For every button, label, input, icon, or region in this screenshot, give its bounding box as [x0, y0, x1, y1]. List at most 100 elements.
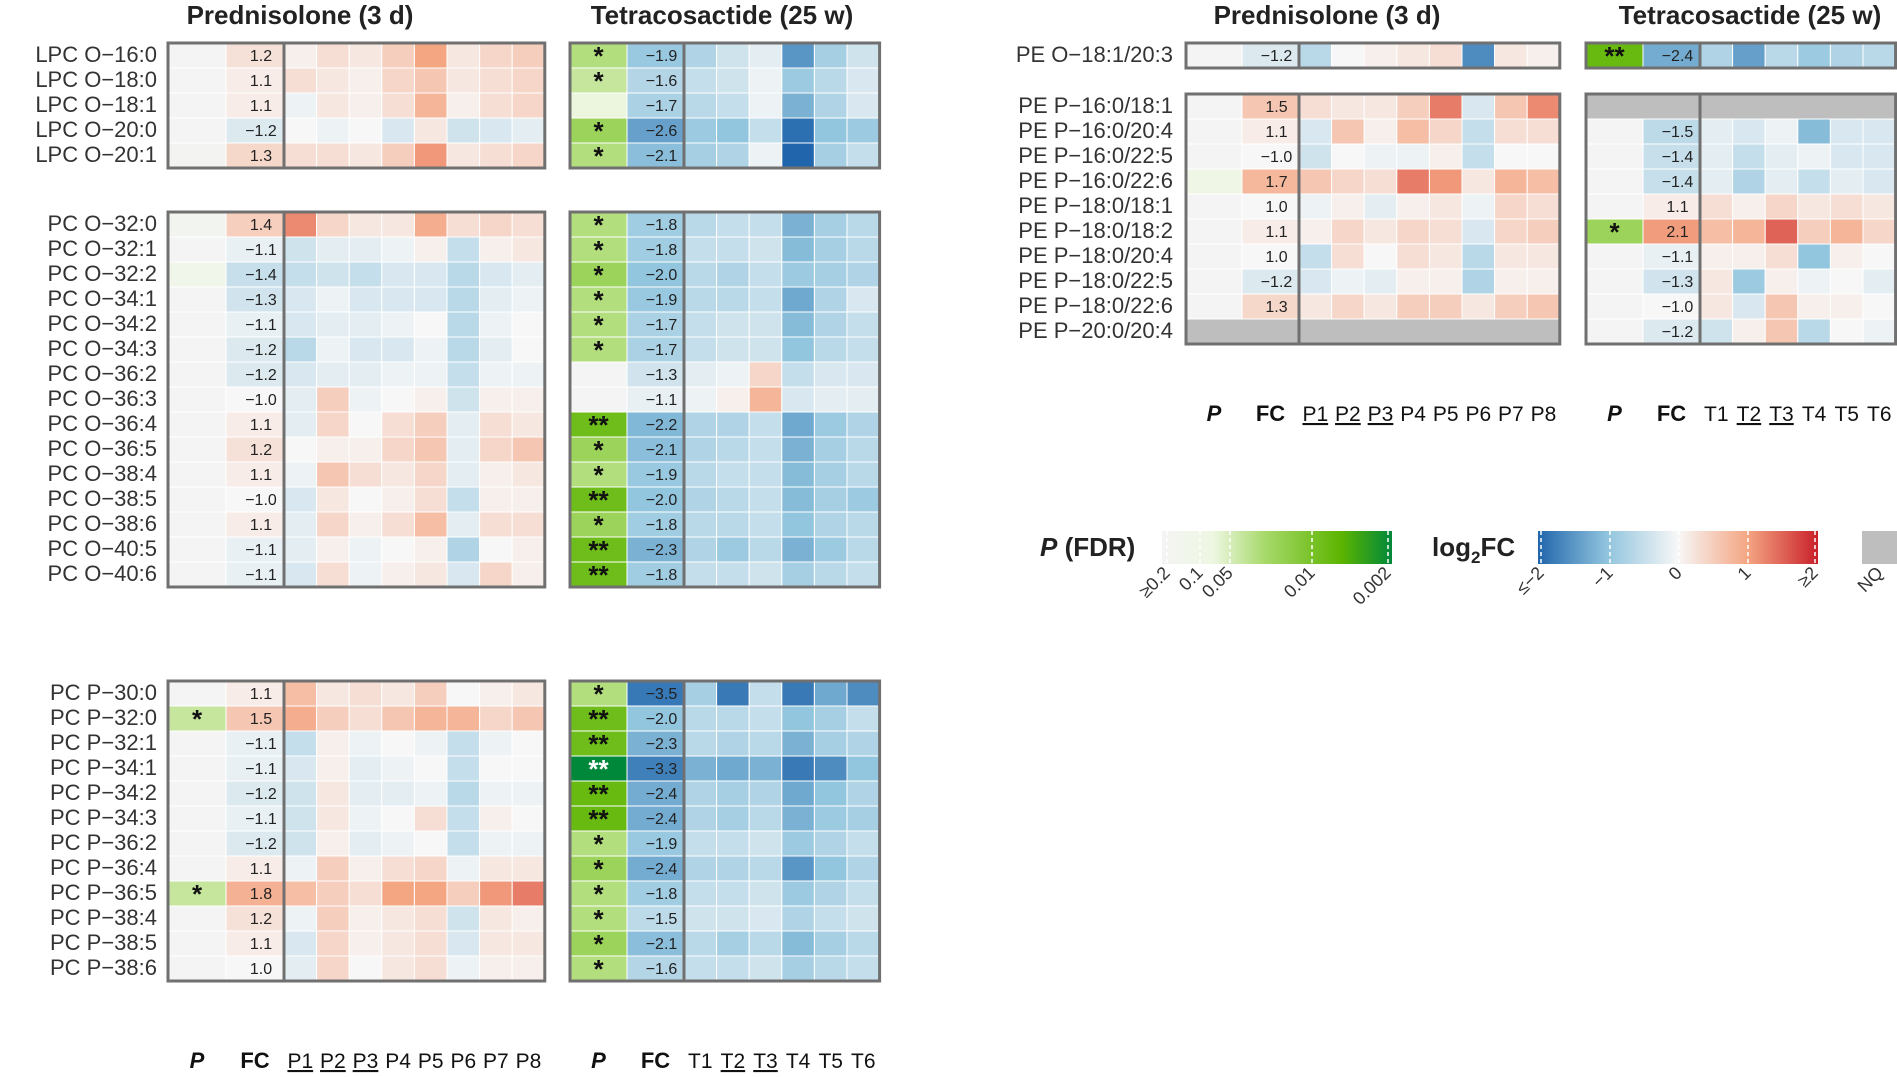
row-2-1-pred-sig: * [192, 704, 203, 734]
row-2-5-pred-sample-7 [479, 805, 513, 832]
row-2-2-tet-sample-1 [683, 730, 718, 757]
block-0-pred-border [166, 41, 547, 170]
row-2-2-pred-sample-3 [348, 730, 383, 757]
row-1-8-pred-sample-2 [316, 411, 350, 438]
row-1-2-pred-p-cell [167, 261, 227, 288]
legend-p-tick-label-3: 0.01 [1280, 563, 1319, 602]
block-1-tet-border [568, 210, 882, 589]
row-3-0-tet-sig: ** [1604, 41, 1625, 71]
row-2-2-tet-p-cell [569, 730, 628, 757]
row-4-1-pred-sample-4 [1396, 118, 1430, 145]
row-4-1-pred-sample-6 [1461, 118, 1496, 145]
row-0-0-pred-sample-3 [348, 42, 383, 69]
row-1-14-tet-sample-2 [716, 561, 750, 588]
row-4-8-tet-sample-4 [1797, 293, 1831, 320]
row-2-2-pred-p-cell [167, 730, 227, 757]
row-2-11-tet-sample-6 [846, 955, 881, 982]
row-1-2-tet-sample-1 [683, 261, 718, 288]
row-4-6-pred-sample-2 [1331, 243, 1365, 270]
row-1-2-pred-sample-7 [479, 261, 513, 288]
row-2-0-pred-fc-label: 1.1 [250, 686, 272, 703]
row-1-1-label: PC O−32:1 [48, 236, 157, 261]
row-4-2-pred-p-cell [1185, 143, 1243, 170]
row-2-7-pred-sample-8 [511, 855, 546, 882]
row-4-6-tet-sample-1 [1699, 243, 1734, 270]
row-2-1-label: PC P−32:0 [50, 705, 157, 730]
row-2-5-pred-sample-2 [316, 805, 350, 832]
row-2-8-pred-sample-5 [413, 880, 448, 907]
row-1-5-tet-fc-label: −1.7 [646, 342, 678, 359]
row-4-7-tet-sample-6 [1862, 268, 1897, 295]
row-2-10-tet-sample-6 [846, 930, 881, 957]
row-2-10-label: PC P−38:5 [50, 930, 157, 955]
row-1-5-tet-sample-6 [846, 336, 881, 363]
row-4-1-pred-fc-cell [1241, 118, 1300, 145]
row-2-8-pred-sample-6 [446, 880, 481, 907]
row-0-4-tet-fc-cell [626, 142, 685, 169]
row-2-9-tet-fc-cell [626, 905, 685, 932]
right-tet-collabel-t3: T3 [1769, 403, 1794, 426]
row-1-4-pred-sample-5 [413, 311, 448, 338]
row-1-10-tet-sample-4 [781, 461, 815, 488]
row-2-0-tet-sample-5 [813, 680, 848, 707]
row-1-9-pred-sample-6 [446, 436, 481, 463]
row-1-6-tet-fc-label: −1.3 [646, 367, 678, 384]
row-4-4-label: PE P−18:0/18:1 [1018, 193, 1173, 218]
row-1-2-label: PC O−32:2 [48, 261, 157, 286]
row-2-2-pred-sample-8 [511, 730, 546, 757]
row-4-3-tet-sample-1 [1699, 168, 1734, 195]
row-2-10-pred-sample-5 [413, 930, 448, 957]
row-2-7-tet-sample-6 [846, 855, 881, 882]
row-1-3-pred-sample-6 [446, 286, 481, 313]
row-1-6-pred-sample-5 [413, 361, 448, 388]
row-1-1-tet-sample-1 [683, 236, 718, 263]
row-2-9-label: PC P−38:4 [50, 905, 157, 930]
row-3-0-pred-sample-3 [1363, 42, 1398, 69]
row-1-12-pred-sample-2 [316, 511, 350, 538]
row-1-2-tet-sig: * [593, 260, 604, 290]
row-1-1-pred-sample-4 [381, 236, 415, 263]
row-0-0-tet-sample-3 [748, 42, 783, 69]
row-4-1-pred-sample-3 [1363, 118, 1398, 145]
row-4-3-pred-sample-8 [1526, 168, 1561, 195]
row-2-8-tet-sample-6 [846, 880, 881, 907]
row-1-12-tet-fc-label: −1.8 [646, 517, 678, 534]
row-4-8-pred-sample-3 [1363, 293, 1398, 320]
row-4-4-pred-sample-2 [1331, 193, 1365, 220]
row-1-4-pred-sample-3 [348, 311, 383, 338]
row-2-7-tet-sample-3 [748, 855, 783, 882]
row-2-6-tet-sample-4 [781, 830, 815, 857]
row-1-14-pred-sample-2 [316, 561, 350, 588]
row-1-6-pred-sample-4 [381, 361, 415, 388]
row-1-2-tet-fc-cell [626, 261, 685, 288]
right-pred-collabel-p7: P7 [1498, 403, 1524, 426]
row-4-8-pred-fc-label: 1.3 [1265, 299, 1287, 316]
row-2-1-tet-sample-6 [846, 705, 881, 732]
row-1-12-pred-p-cell [167, 511, 227, 538]
row-4-7-pred-fc-label: −1.2 [1261, 274, 1293, 291]
row-1-1-pred-p-cell [167, 236, 227, 263]
row-1-14-tet-sample-6 [846, 561, 881, 588]
row-1-14-pred-p-cell [167, 561, 227, 588]
row-4-1-tet-sample-3 [1764, 118, 1799, 145]
row-4-8-tet-sample-2 [1732, 293, 1766, 320]
row-2-2-pred-sample-7 [479, 730, 513, 757]
row-1-14-pred-fc-cell [225, 561, 285, 588]
row-2-4-pred-sample-6 [446, 780, 481, 807]
row-2-10-tet-sample-2 [716, 930, 750, 957]
row-1-2-tet-sample-5 [813, 261, 848, 288]
row-2-0-pred-sample-2 [316, 680, 350, 707]
row-1-10-pred-fc-cell [225, 461, 285, 488]
left-pred-collabel-p8: P8 [516, 1050, 542, 1073]
row-1-8-pred-sample-7 [479, 411, 513, 438]
row-4-5-pred-p-cell [1185, 218, 1243, 245]
row-2-1-pred-fc-label: 1.5 [250, 711, 272, 728]
row-4-2-pred-fc-cell [1241, 143, 1300, 170]
row-2-3-pred-sample-8 [511, 755, 546, 782]
row-2-8-pred-sample-2 [316, 880, 350, 907]
row-0-4-tet-sample-4 [781, 142, 815, 169]
row-1-14-tet-sample-1 [683, 561, 718, 588]
row-2-7-tet-sample-1 [683, 855, 718, 882]
row-1-12-pred-sample-5 [413, 511, 448, 538]
row-0-1-pred-sample-6 [446, 67, 481, 94]
